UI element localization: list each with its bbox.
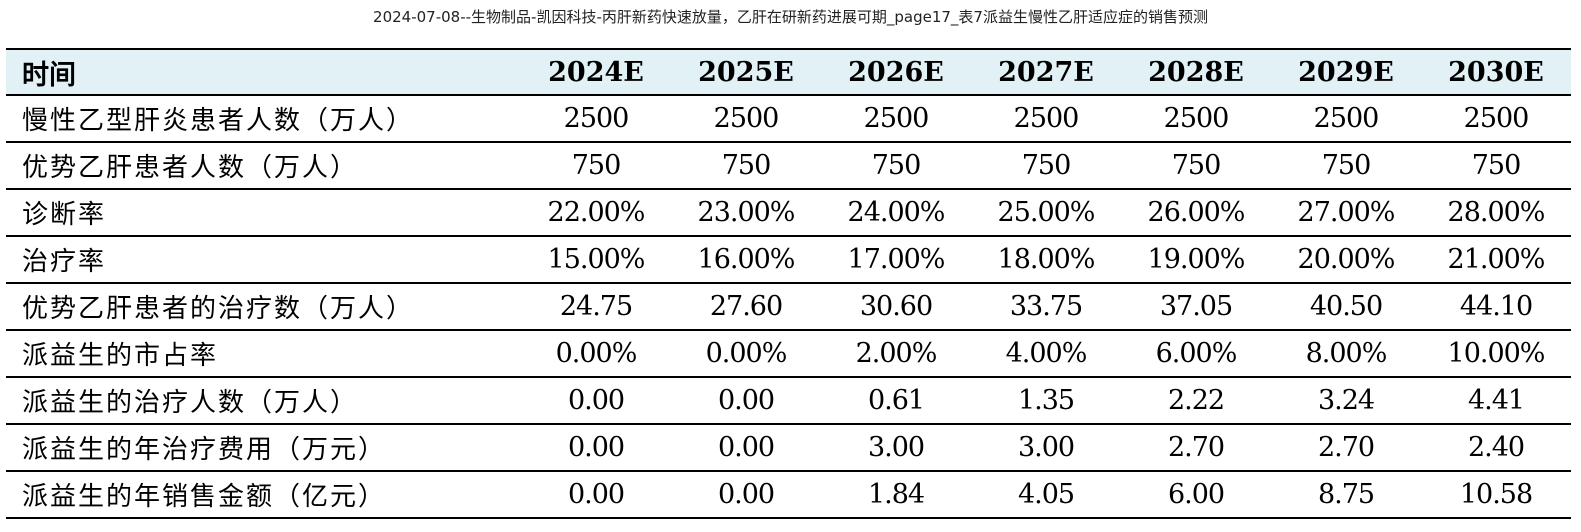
table-cell: 0.00 — [567, 385, 625, 416]
forecast-table: 时间 2024E 2025E 2026E 2027E 2028E 2029E 2… — [6, 48, 1571, 519]
table-cell: 15.00% — [547, 244, 646, 275]
table-cell: 2.40 — [1467, 432, 1525, 463]
table-cell: 2500 — [1013, 103, 1080, 134]
row-label: 优势乙肝患者人数（万人） — [22, 153, 359, 183]
table-cell: 24.75 — [559, 291, 633, 322]
table-cell: 2.22 — [1167, 385, 1225, 416]
row-label: 派益生的治疗人数（万人） — [22, 388, 359, 418]
table-cell: 6.00% — [1155, 338, 1238, 369]
table-cell: 22.00% — [547, 197, 646, 228]
table-row: 派益生的年治疗费用（万元） 0.00 0.00 3.00 3.00 2.70 2.70 2.4… — [6, 424, 1571, 471]
table-cell: 0.00 — [717, 479, 775, 510]
row-label: 治疗率 — [22, 247, 107, 277]
table-cell: 3.00 — [1017, 432, 1075, 463]
table-cell: 2.00% — [855, 338, 938, 369]
table-row: 优势乙肝患者的治疗数（万人） 24.75 27.60 30.60 33.75 37.05 4… — [6, 283, 1571, 330]
table-row: 派益生的年销售金额（亿元） 0.00 0.00 1.84 4.05 6.00 8.75 10.… — [6, 471, 1571, 518]
table-cell: 2500 — [563, 103, 630, 134]
table-body: 慢性乙型肝炎患者人数（万人） 2500 2500 2500 2500 2500 2500 25… — [6, 95, 1571, 518]
row-label: 诊断率 — [22, 200, 107, 230]
table-caption: 2024-07-08--生物制品-凯因科技-丙肝新药快速放量，乙肝在研新药进展可… — [373, 8, 1208, 26]
table-cell: 2500 — [1313, 103, 1380, 134]
header-cell-year: 2024E — [548, 56, 644, 88]
table-cell: 2.70 — [1167, 432, 1225, 463]
table-cell: 8.00% — [1305, 338, 1388, 369]
header-cell-year: 2028E — [1148, 56, 1244, 88]
table-cell: 23.00% — [697, 197, 796, 228]
header-cell-year: 2027E — [998, 56, 1094, 88]
table-cell: 0.00% — [705, 338, 788, 369]
table-cell: 27.60 — [709, 291, 783, 322]
table-cell: 24.00% — [847, 197, 946, 228]
table-cell: 44.10 — [1459, 291, 1533, 322]
table-cell: 2500 — [863, 103, 930, 134]
table-cell: 25.00% — [997, 197, 1096, 228]
table-cell: 37.05 — [1159, 291, 1233, 322]
table-cell: 0.00 — [567, 432, 625, 463]
table-cell: 27.00% — [1297, 197, 1396, 228]
table-cell: 16.00% — [697, 244, 796, 275]
table-row: 派益生的市占率 0.00% 0.00% 2.00% 4.00% 6.00% 8.00% 10.… — [6, 330, 1571, 377]
table-cell: 750 — [1171, 150, 1222, 181]
table-cell: 8.75 — [1317, 479, 1375, 510]
table-cell: 750 — [1021, 150, 1072, 181]
header-cell-year: 2026E — [848, 56, 944, 88]
table-cell: 19.00% — [1147, 244, 1246, 275]
table-cell: 750 — [1321, 150, 1372, 181]
table-cell: 0.61 — [867, 385, 925, 416]
table-cell: 750 — [1471, 150, 1522, 181]
table-cell: 0.00 — [717, 385, 775, 416]
table-cell: 2.70 — [1317, 432, 1375, 463]
table-cell: 3.24 — [1317, 385, 1375, 416]
header-cell-year: 2029E — [1298, 56, 1394, 88]
table-cell: 0.00 — [567, 479, 625, 510]
table-cell: 20.00% — [1297, 244, 1396, 275]
table-cell: 17.00% — [847, 244, 946, 275]
table-cell: 1.84 — [867, 479, 925, 510]
table-row: 诊断率 22.00% 23.00% 24.00% 25.00% 26.00% 27.00% 2… — [6, 189, 1571, 236]
table-cell: 2500 — [713, 103, 780, 134]
table-cell: 3.00 — [867, 432, 925, 463]
row-label: 派益生的年销售金额（亿元） — [22, 482, 387, 512]
table-row: 慢性乙型肝炎患者人数（万人） 2500 2500 2500 2500 2500 2500 25… — [6, 95, 1571, 142]
table-cell: 18.00% — [997, 244, 1096, 275]
table-cell: 4.05 — [1017, 479, 1075, 510]
table-cell: 6.00 — [1167, 479, 1225, 510]
table-cell: 750 — [571, 150, 622, 181]
table-cell: 28.00% — [1447, 197, 1546, 228]
row-label: 慢性乙型肝炎患者人数（万人） — [22, 106, 415, 136]
header-cell-time: 时间 — [22, 59, 76, 91]
table-cell: 4.00% — [1005, 338, 1088, 369]
header-cell-year: 2030E — [1448, 56, 1544, 88]
table-cell: 26.00% — [1147, 197, 1246, 228]
table-cell: 30.60 — [859, 291, 933, 322]
row-label: 优势乙肝患者的治疗数（万人） — [22, 294, 415, 324]
table-row: 治疗率 15.00% 16.00% 17.00% 18.00% 19.00% 20.00% 2… — [6, 236, 1571, 283]
table-cell: 2500 — [1163, 103, 1230, 134]
table-cell: 0.00% — [555, 338, 638, 369]
row-label: 派益生的市占率 — [22, 341, 219, 371]
table-cell: 1.35 — [1017, 385, 1075, 416]
table-row: 优势乙肝患者人数（万人） 750 750 750 750 750 750 750 — [6, 142, 1571, 189]
table-cell: 750 — [871, 150, 922, 181]
table-cell: 21.00% — [1447, 244, 1546, 275]
table-header-row: 时间 2024E 2025E 2026E 2027E 2028E 2029E 2… — [6, 49, 1571, 95]
table-cell: 33.75 — [1009, 291, 1083, 322]
table-cell: 4.41 — [1467, 385, 1525, 416]
header-cell-year: 2025E — [698, 56, 794, 88]
table-cell: 10.00% — [1447, 338, 1546, 369]
table-cell: 10.58 — [1459, 479, 1533, 510]
table-cell: 750 — [721, 150, 772, 181]
table-row: 派益生的治疗人数（万人） 0.00 0.00 0.61 1.35 2.22 3.24 4.41 — [6, 377, 1571, 424]
table-cell: 2500 — [1463, 103, 1530, 134]
table-cell: 40.50 — [1309, 291, 1383, 322]
row-label: 派益生的年治疗费用（万元） — [22, 435, 387, 465]
table-cell: 0.00 — [717, 432, 775, 463]
